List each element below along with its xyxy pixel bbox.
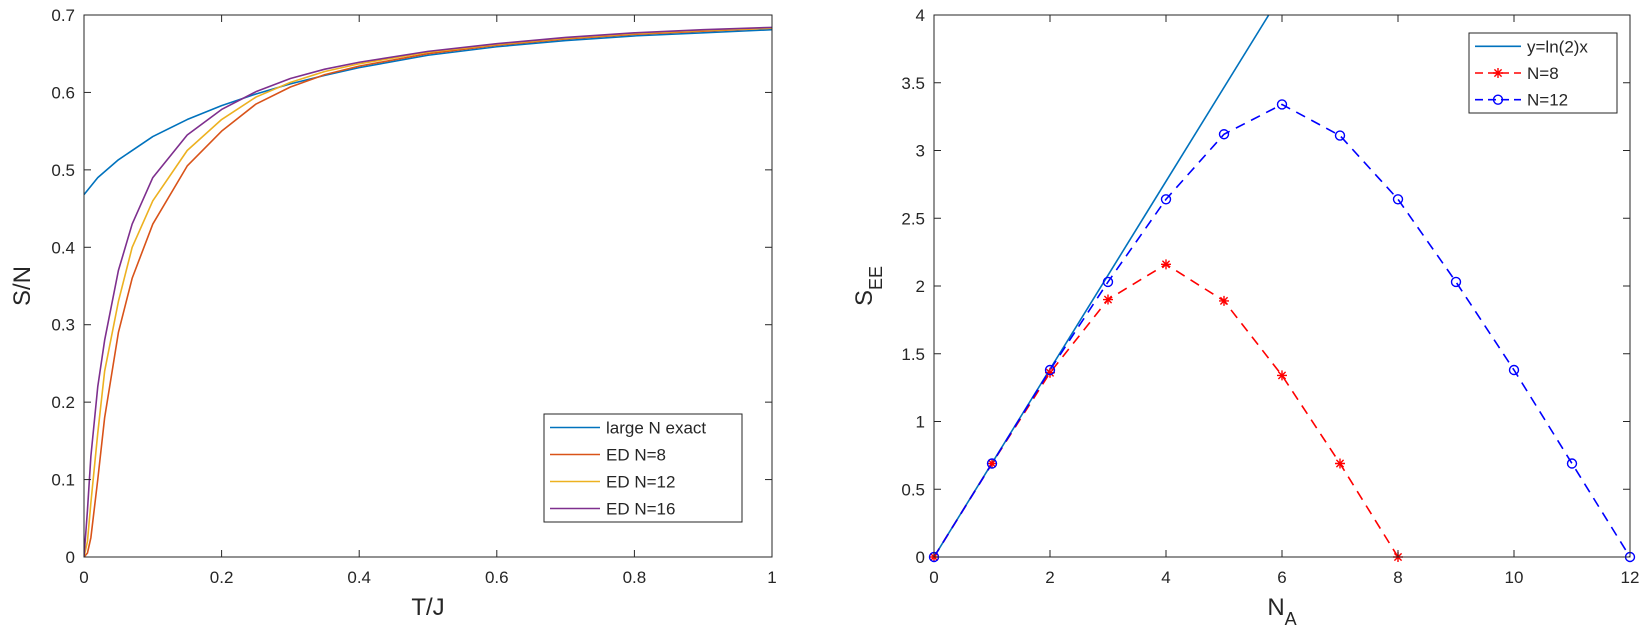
series-line-2 [934, 103, 1630, 557]
x-axis-label-main: T/J [411, 594, 444, 621]
legend: large N exact ED N=8 ED N=12 ED N=16 [543, 413, 743, 523]
x-tick-label-3: 0.6 [485, 568, 509, 587]
series-2-point-6 [1276, 99, 1288, 110]
series-2-point-3 [1102, 276, 1114, 288]
y-tick-label-5: 2.5 [901, 209, 925, 228]
series-2-point-4 [1160, 194, 1172, 205]
x-axis-label: NA [1267, 594, 1296, 629]
y-tick-label-4: 2 [916, 277, 925, 296]
y-tick-label-1: 0.1 [51, 471, 75, 490]
axes-box [83, 14, 773, 558]
series-2-point-10 [1508, 364, 1520, 376]
entropy-vs-temperature-chart: 0 0.2 0.4 0.6 0.8 1 0 0.1 0.2 0.3 0.4 0.5 0.6 0.7 T/J S… [9, 6, 777, 621]
legend-marker-1 [1493, 68, 1503, 78]
legend-label-1: ED N=8 [606, 446, 666, 465]
y-tick-label-8: 4 [916, 6, 925, 25]
series-line-3 [84, 26, 772, 557]
x-tick-label-1: 2 [1045, 568, 1054, 587]
legend-label-2: N=12 [1527, 91, 1568, 110]
y-tick-label-1: 0.5 [901, 480, 925, 499]
y-tick-label-7: 0.7 [51, 6, 75, 25]
series-1-point-6 [1277, 370, 1287, 381]
legend-label-3: ED N=16 [606, 500, 675, 519]
series-1-point-3 [1103, 294, 1113, 305]
y-axis-label: SEE [851, 266, 886, 306]
series-1-point-5 [1219, 295, 1229, 306]
x-tick-label-1: 0.2 [210, 568, 234, 587]
series-1-point-1 [987, 458, 997, 469]
legend-label-0: y=ln(2)x [1527, 37, 1588, 56]
entanglement-entropy-chart: 0 2 4 6 8 10 12 0 0.5 1 1.5 2 2.5 3 3.5 4 NA SEE y=ln(2)x N… [851, 6, 1639, 629]
legend-marker-2 [1492, 94, 1504, 105]
y-axis-label-main: S/N [9, 266, 36, 306]
y-tick-label-3: 1.5 [901, 345, 925, 364]
series-1-point-2 [1045, 367, 1055, 378]
y-tick-label-2: 1 [916, 413, 925, 432]
y-tick-label-4: 0.4 [51, 238, 75, 257]
x-tick-label-0: 0 [929, 568, 938, 587]
x-tick-label-0: 0 [79, 568, 88, 587]
x-tick-label-2: 4 [1161, 568, 1170, 587]
series-2-point-7 [1334, 130, 1346, 141]
x-tick-label-4: 0.8 [623, 568, 647, 587]
y-tick-label-3: 0.3 [51, 316, 75, 335]
y-tick-label-2: 0.2 [51, 393, 75, 412]
legend: y=ln(2)x N=8 N=12 [1468, 32, 1618, 114]
series-2-point-9 [1450, 276, 1462, 288]
y-tick-label-6: 3 [916, 142, 925, 161]
legend-label-1: N=8 [1527, 64, 1559, 83]
legend-label-2: ED N=12 [606, 473, 675, 492]
y-tick-label-6: 0.6 [51, 83, 75, 102]
series-2-point-1 [986, 458, 998, 469]
x-tick-label-5: 10 [1505, 568, 1524, 587]
legend-label-0: large N exact [606, 419, 706, 438]
y-axis-label-main: S [851, 290, 878, 306]
series-1-point-4 [1161, 259, 1171, 270]
x-tick-label-3: 6 [1277, 568, 1286, 587]
series-2-point-8 [1392, 194, 1404, 205]
series-line-0 [84, 28, 772, 196]
x-axis-label: T/J [411, 594, 444, 621]
x-axis-label-sub: A [1285, 609, 1297, 629]
y-tick-label-0: 0 [916, 548, 925, 567]
series-1-point-7 [1335, 458, 1345, 469]
x-tick-label-6: 12 [1621, 568, 1640, 587]
y-tick-label-0: 0 [66, 548, 75, 567]
series-2-point-11 [1566, 458, 1578, 469]
x-tick-label-2: 0.4 [347, 568, 371, 587]
plot-series-group [84, 26, 772, 557]
legend-box [543, 413, 743, 523]
x-tick-label-5: 1 [767, 568, 776, 587]
y-tick-label-7: 3.5 [901, 74, 925, 93]
series-2-point-2 [1044, 364, 1056, 376]
x-axis-label-main: N [1267, 594, 1284, 621]
series-2-point-5 [1218, 129, 1230, 140]
y-axis-label: S/N [9, 266, 36, 306]
y-axis-label-sub: EE [866, 266, 886, 290]
x-tick-label-4: 8 [1393, 568, 1402, 587]
y-tick-label-5: 0.5 [51, 161, 75, 180]
